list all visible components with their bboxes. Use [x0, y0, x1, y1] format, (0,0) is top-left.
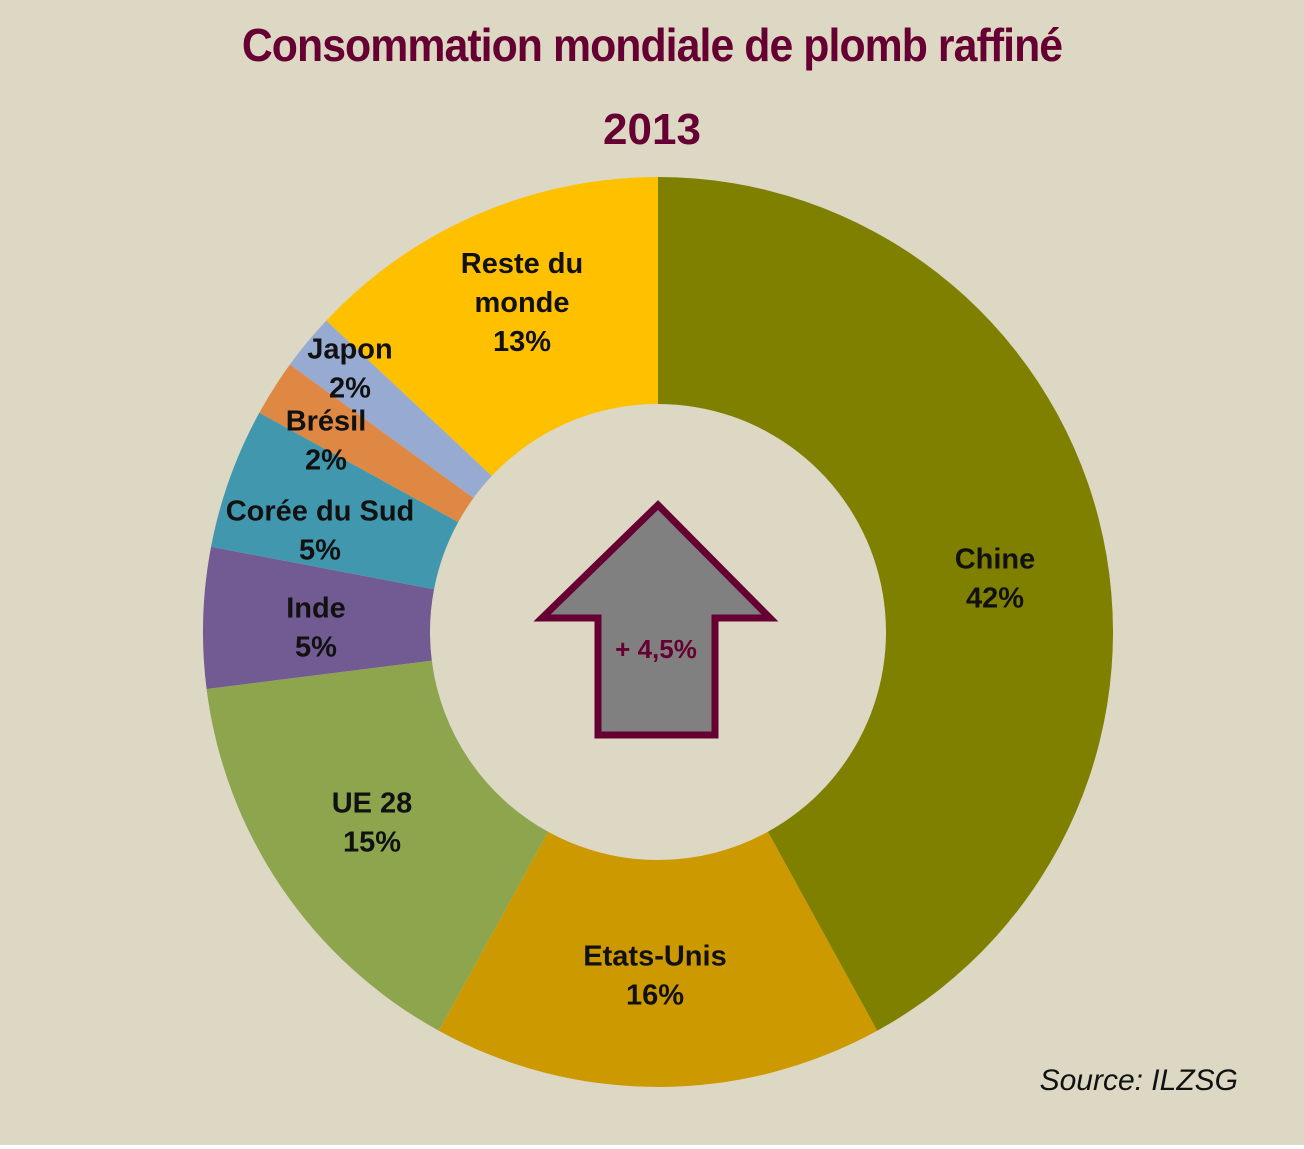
slice-label: Brésil 2%: [286, 406, 367, 477]
slice-chine: [658, 177, 1114, 1031]
slice-label: Inde 5%: [286, 593, 346, 664]
slice-japon: [289, 320, 492, 498]
slice-ue-28: [206, 660, 549, 1031]
slice-label: Chine 42%: [955, 544, 1036, 615]
slice-label: Japon 2%: [307, 334, 392, 405]
growth-label: + 4,5%: [615, 634, 697, 664]
slice-inde: [202, 546, 435, 690]
slice-label: UE 28 15%: [332, 788, 413, 859]
growth-arrow-icon: [533, 500, 779, 739]
slice-label: Etats-Unis 16%: [583, 941, 726, 1012]
slice-br-sil: [259, 364, 474, 523]
slice-labels: Chine 42% Etats-Unis 16% UE 28 15% Inde 5% Corée…: [226, 248, 1036, 1012]
slice-reste-du-monde: [326, 177, 658, 476]
chart-title: Consommation mondiale de plomb raffiné: [241, 19, 1063, 71]
slice-label: Corée du Sud 5%: [226, 496, 415, 567]
chart-subtitle: 2013: [603, 105, 701, 154]
source-note: Source: ILZSG: [1039, 1064, 1238, 1097]
slice-etats-unis: [438, 831, 878, 1087]
donut-slices: [202, 177, 1114, 1087]
slice-label: Reste du monde 13%: [461, 248, 583, 358]
slice-cor-e-du-sud: [211, 412, 459, 590]
